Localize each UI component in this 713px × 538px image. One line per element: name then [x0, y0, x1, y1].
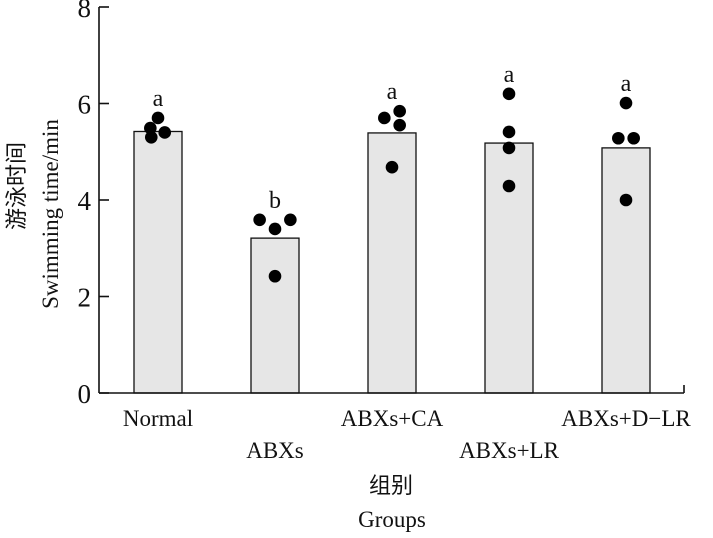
significance-labels-group: a b a a a [153, 62, 632, 214]
data-point [502, 87, 516, 101]
data-point [144, 121, 157, 135]
data-point [158, 126, 172, 139]
y-tick-label: 6 [78, 90, 92, 120]
x-axis-title-cn: 组别 [369, 474, 413, 499]
significance-label: a [621, 71, 632, 97]
bar-abxs-ca [367, 132, 417, 394]
y-ticks-group: 0 2 4 6 8 [78, 0, 109, 409]
y-axis-title-en: Swimming time/min [38, 119, 63, 309]
data-point [502, 179, 516, 193]
data-point [502, 125, 516, 139]
x-axis-title-en: Groups [358, 507, 426, 532]
bars-group [133, 130, 651, 394]
y-tick-label: 0 [78, 379, 92, 409]
y-tick-label: 4 [78, 186, 92, 216]
points-group [144, 87, 640, 283]
category-label: ABXs+D−LR [561, 406, 691, 431]
data-point [151, 111, 165, 125]
y-tick-label: 8 [78, 0, 92, 23]
category-label: ABXs+CA [341, 406, 444, 431]
significance-label: a [153, 86, 164, 112]
data-point [393, 104, 406, 118]
data-point [284, 213, 297, 227]
data-point [385, 160, 399, 174]
bar-normal [133, 130, 183, 394]
data-point [378, 111, 391, 125]
data-point [502, 141, 516, 155]
data-point [253, 213, 266, 227]
bar-abxs [250, 237, 300, 394]
significance-label: a [504, 62, 515, 88]
category-label: ABXs+LR [459, 438, 560, 463]
category-label: Normal [123, 406, 193, 431]
data-point [268, 269, 282, 283]
data-point [619, 193, 633, 207]
data-point [619, 96, 633, 110]
bar-abxs-d-lr [601, 147, 651, 394]
data-point [612, 131, 625, 145]
y-axis-title-cn: 游泳时间 [5, 142, 30, 230]
data-point [268, 222, 282, 236]
data-point [144, 130, 158, 144]
data-point [627, 131, 640, 145]
significance-label: b [269, 188, 281, 214]
data-point [393, 118, 406, 132]
significance-label: a [387, 79, 398, 105]
y-tick-label: 2 [78, 283, 92, 313]
category-label: ABXs [246, 438, 304, 463]
